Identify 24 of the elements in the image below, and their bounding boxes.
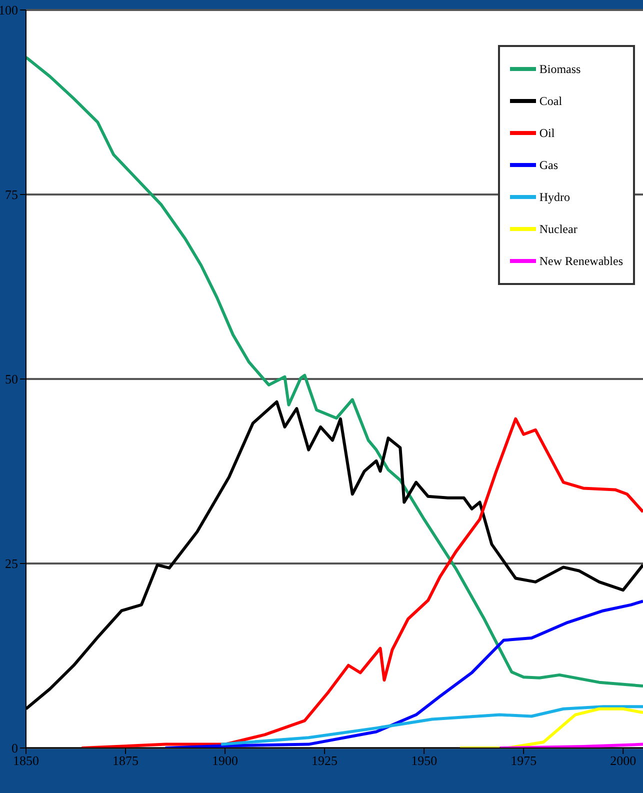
line-series (458, 707, 643, 748)
legend-label: Coal (539, 94, 562, 108)
x-tick-label: 1975 (510, 753, 537, 768)
line-series (80, 417, 643, 748)
legend-label: Oil (539, 126, 555, 140)
y-tick-label: 25 (5, 556, 18, 572)
legend-label: Nuclear (539, 222, 578, 236)
line-series (164, 600, 643, 748)
y-tick-label: 50 (5, 372, 18, 387)
legend-label: Gas (539, 158, 558, 172)
y-tick-label: 100 (0, 2, 18, 18)
x-tick-label: 1875 (112, 753, 139, 768)
x-tick-label: 1950 (411, 753, 438, 768)
x-tick-label: 1850 (13, 753, 39, 768)
x-tick-label: 2000 (610, 753, 636, 768)
y-tick-label: 0 (12, 740, 18, 756)
x-tick-label: 1925 (312, 753, 338, 768)
x-tick-label: 1900 (212, 753, 238, 768)
legend-label: New Renewables (539, 254, 623, 268)
line-series (220, 705, 643, 746)
legend-label: Hydro (539, 190, 570, 204)
legend-label: Biomass (539, 62, 581, 76)
line-series (26, 56, 643, 688)
y-tick-label: 75 (5, 187, 18, 202)
